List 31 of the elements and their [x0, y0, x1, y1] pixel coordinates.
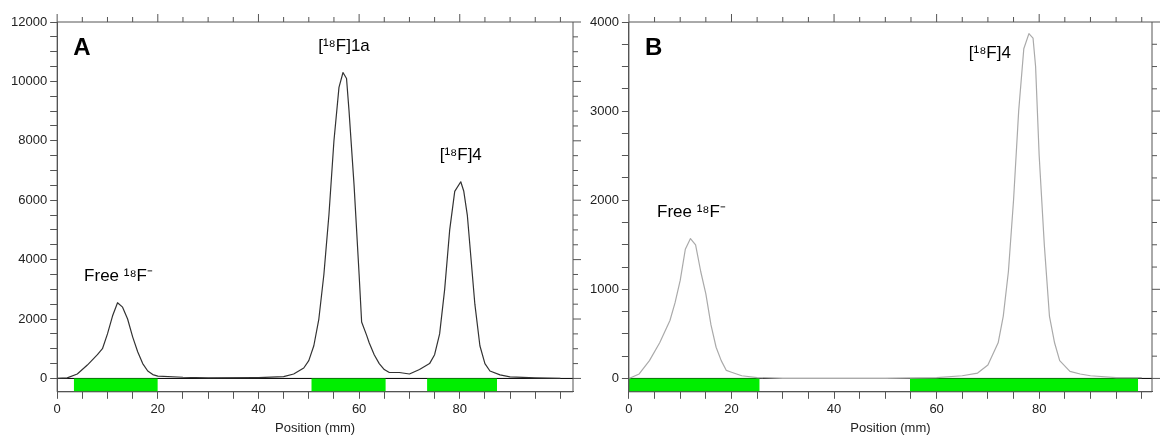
y-tick-label: 3000 [590, 102, 619, 118]
y-tick-label: 8000 [18, 132, 48, 148]
y-tick-label: 0 [611, 370, 619, 386]
y-tick-label: 0 [39, 370, 48, 386]
x-tick-label: 40 [251, 401, 266, 417]
annotation: [¹⁸F]1a [318, 35, 371, 55]
y-tick-label: 4000 [590, 13, 619, 29]
x-tick-label: 80 [452, 401, 467, 417]
x-tick-label: 0 [625, 401, 633, 417]
y-tick-label: 2000 [18, 310, 48, 326]
x-tick-label: 80 [1031, 401, 1047, 417]
annotation: [¹⁸F]4 [968, 43, 1011, 63]
annotation: B [644, 32, 663, 60]
y-tick-label: 12000 [10, 13, 48, 29]
y-tick-label: 4000 [18, 251, 48, 267]
x-tick-label: 60 [929, 401, 944, 417]
annotation: Free ¹⁸F⁻ [84, 265, 153, 285]
annotation: A [73, 32, 91, 60]
x-tick-label: 20 [724, 401, 739, 417]
x-tick-label: 40 [826, 401, 842, 417]
annotation: Free ¹⁸F⁻ [657, 201, 726, 221]
y-tick-label: 2000 [590, 191, 619, 207]
x-tick-label: 60 [351, 401, 367, 417]
y-tick-label: 6000 [18, 191, 48, 207]
x-axis-title: Position (mm) [850, 419, 931, 435]
annotation: [¹⁸F]4 [439, 144, 482, 164]
x-tick-label: 20 [150, 401, 166, 417]
x-tick-label: 0 [53, 401, 61, 417]
y-tick-label: 1000 [590, 280, 619, 296]
x-axis-title: Position (mm) [274, 419, 356, 435]
y-tick-label: 10000 [10, 72, 48, 88]
